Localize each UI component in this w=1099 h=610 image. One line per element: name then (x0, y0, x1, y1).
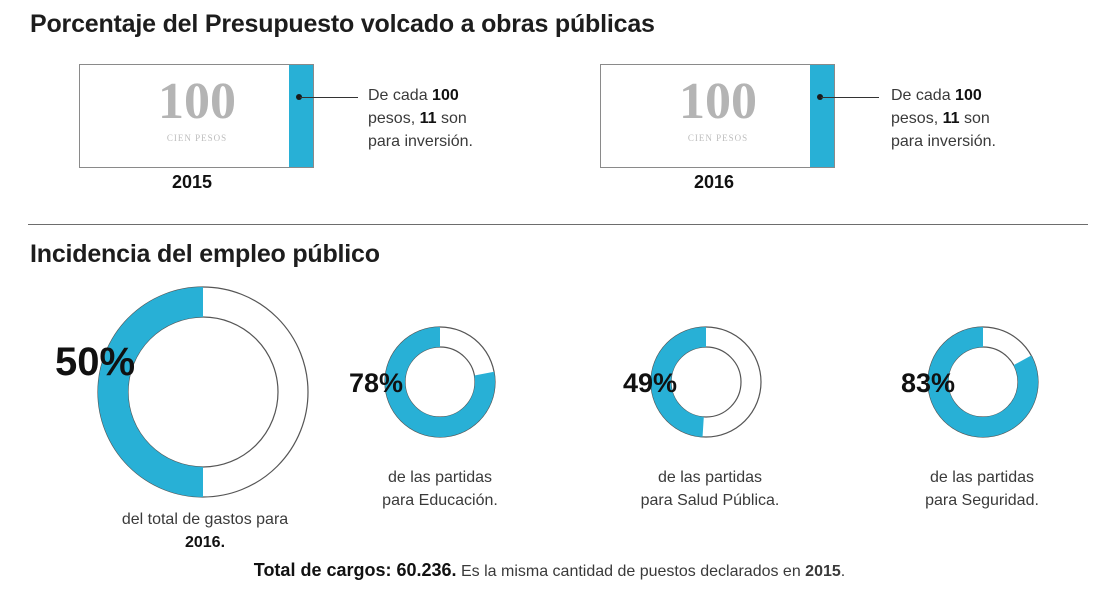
caption-bold: 2016. (184, 534, 226, 551)
section-title-obras: Porcentaje del Presupuesto volcado a obr… (30, 10, 655, 38)
bill-investment-stripe (810, 65, 834, 167)
bill-number: 100 (158, 73, 236, 130)
bill-note-2015: De cada 100 pesos, 11 son para inversión… (368, 84, 473, 153)
note-text: pesos, (368, 110, 420, 127)
donut-label-total: 50% (55, 340, 136, 384)
donut-inner-ring (404, 346, 476, 418)
caption-line: para Educación. (382, 492, 498, 509)
donut-inner-ring (670, 346, 742, 418)
caption-line: de las partidas (929, 469, 1035, 486)
note-text: son (959, 110, 990, 127)
footer-end: . (840, 563, 846, 580)
donut-inner-ring (127, 316, 279, 468)
year-label-2015: 2015 (171, 172, 213, 192)
bill-number: 100 (679, 73, 757, 130)
donut-seguridad (927, 326, 1039, 438)
note-text: pesos, (891, 110, 943, 127)
leader-line (821, 97, 879, 98)
caption-line: de las partidas (387, 469, 493, 486)
note-bold: 100 (955, 87, 982, 104)
total-cargos-footer: Total de cargos: 60.236. Es la misma can… (0, 560, 1099, 581)
donut-segment (385, 327, 495, 438)
donut-label-educacion: 78% (349, 368, 404, 398)
donut-inner-ring (947, 346, 1019, 418)
donut-segment (928, 327, 1039, 437)
donut-segment (650, 327, 706, 437)
bill-2016: 100 CIEN PESOS (600, 64, 835, 168)
bill-word: CIEN PESOS (166, 133, 228, 143)
note-text: para inversión. (891, 133, 996, 150)
note-bold: 11 (419, 110, 437, 127)
bill-word: CIEN PESOS (687, 133, 749, 143)
donut-label-seguridad: 83% (901, 368, 956, 398)
donut-educacion (384, 326, 496, 438)
footer-bold: Total de cargos: 60.236. (253, 560, 457, 580)
donut-caption-educacion: de las partidas para Educación. (340, 466, 540, 512)
footer-year: 2015 (805, 563, 841, 580)
note-text: para inversión. (368, 133, 473, 150)
note-bold: 100 (432, 87, 459, 104)
donut-caption-total: del total de gastos para 2016. (90, 508, 320, 554)
donut-salud (650, 326, 762, 438)
note-text: De cada (891, 87, 956, 104)
caption-line: de las partidas (657, 469, 763, 486)
note-text: De cada (368, 87, 433, 104)
note-bold: 11 (942, 110, 960, 127)
caption-line: para Salud Pública. (640, 492, 780, 509)
caption-line: del total de gastos para (121, 511, 289, 528)
leader-line (300, 97, 358, 98)
leader-dot (817, 94, 823, 100)
footer-text: Es la misma cantidad de puestos declarad… (456, 563, 806, 580)
bill-note-2016: De cada 100 pesos, 11 son para inversión… (891, 84, 996, 153)
caption-line: para Seguridad. (925, 492, 1039, 509)
year-label-2016: 2016 (693, 172, 735, 192)
section-divider (28, 224, 1088, 225)
leader-dot (296, 94, 302, 100)
donut-label-salud: 49% (623, 368, 678, 398)
donut-segment (98, 287, 203, 497)
donut-caption-salud: de las partidas para Salud Pública. (610, 466, 810, 512)
section-title-empleo: Incidencia del empleo público (30, 240, 380, 268)
bill-investment-stripe (289, 65, 313, 167)
donut-caption-seguridad: de las partidas para Seguridad. (882, 466, 1082, 512)
bill-2015: 100 CIEN PESOS (79, 64, 314, 168)
donut-total (97, 286, 309, 498)
note-text: son (436, 110, 467, 127)
